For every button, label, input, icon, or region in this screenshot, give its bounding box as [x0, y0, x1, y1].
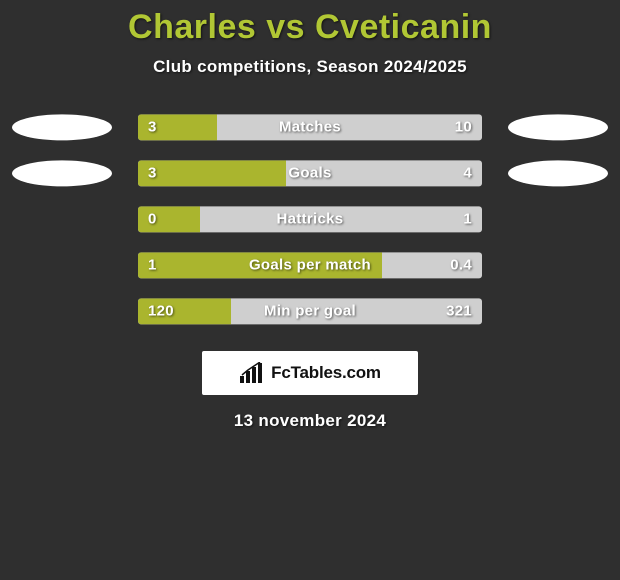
player-marker-left: [12, 114, 112, 140]
player-marker-left: [12, 160, 112, 186]
bar-track: 3Goals4: [138, 160, 482, 186]
stat-row: 120Min per goal321: [0, 291, 620, 337]
bar-right-value: 321: [446, 298, 472, 324]
comparison-bars: 3Matches103Goals40Hattricks11Goals per m…: [0, 107, 620, 337]
bar-label: Min per goal: [138, 298, 482, 324]
brand-text: FcTables.com: [271, 363, 381, 383]
bar-track: 120Min per goal321: [138, 298, 482, 324]
bar-label: Goals per match: [138, 252, 482, 278]
bar-label: Matches: [138, 114, 482, 140]
bar-right-value: 1: [463, 206, 472, 232]
player-marker-right: [508, 114, 608, 140]
bars-logo-icon: [239, 362, 265, 384]
bar-label: Goals: [138, 160, 482, 186]
stat-row: 0Hattricks1: [0, 199, 620, 245]
bar-right-value: 10: [455, 114, 472, 140]
stat-row: 3Goals4: [0, 153, 620, 199]
subtitle: Club competitions, Season 2024/2025: [0, 57, 620, 77]
bar-track: 3Matches10: [138, 114, 482, 140]
brand-badge: FcTables.com: [202, 351, 418, 395]
page-title: Charles vs Cveticanin: [0, 0, 620, 47]
bar-label: Hattricks: [138, 206, 482, 232]
bar-track: 0Hattricks1: [138, 206, 482, 232]
bar-track: 1Goals per match0.4: [138, 252, 482, 278]
date-text: 13 november 2024: [0, 411, 620, 431]
stat-row: 1Goals per match0.4: [0, 245, 620, 291]
stat-row: 3Matches10: [0, 107, 620, 153]
bar-right-value: 0.4: [450, 252, 472, 278]
bar-right-value: 4: [463, 160, 472, 186]
player-marker-right: [508, 160, 608, 186]
